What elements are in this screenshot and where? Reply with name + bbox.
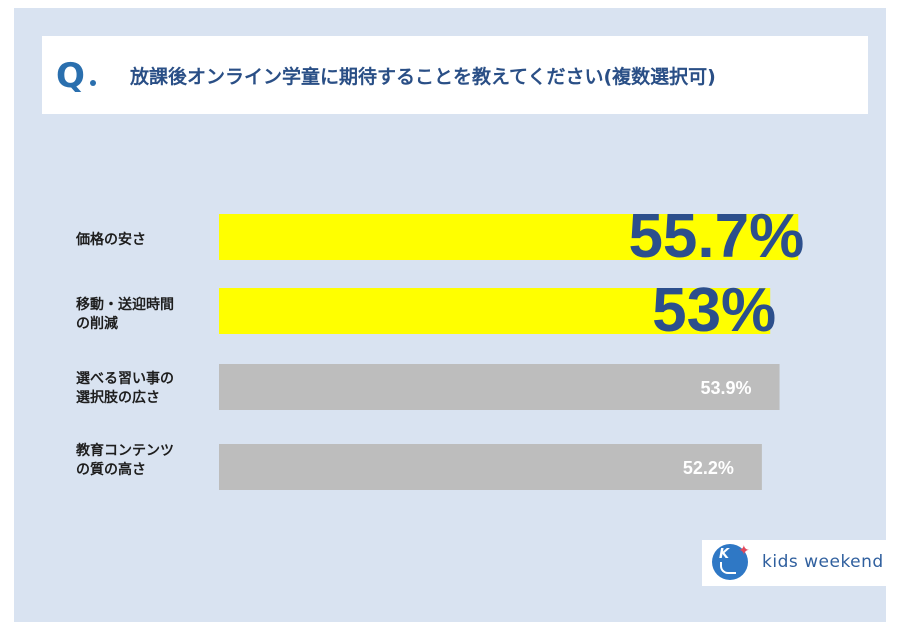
value-label: 53% — [652, 276, 776, 345]
question-text: 放課後オンライン学童に期待することを教えてください(複数選択可) — [130, 66, 716, 88]
bar — [219, 288, 771, 334]
kids-weekend-logo-icon: K — [712, 544, 748, 580]
kids-weekend-logo: K ✦ kids weekend — [702, 540, 886, 586]
bar — [219, 364, 780, 410]
q-dot-icon — [90, 80, 96, 86]
logo-text: kids weekend — [762, 552, 884, 572]
value-label: 52.2% — [683, 458, 734, 478]
value-label: 53.9% — [701, 378, 752, 398]
bar — [219, 214, 799, 260]
value-label: 55.7% — [628, 202, 804, 271]
category-label: 選べる習い事の 選択肢の広さ — [76, 371, 174, 406]
category-label: 価格の安さ — [76, 232, 146, 248]
category-label: 移動・送迎時間 の削減 — [76, 297, 174, 332]
question-box: Q 放課後オンライン学童に期待することを教えてください(複数選択可) — [42, 36, 868, 114]
star-icon: ✦ — [738, 543, 750, 559]
category-label: 教育コンテンツ の質の高さ — [76, 443, 174, 478]
q-mark: Q — [56, 56, 86, 96]
bar — [219, 444, 762, 490]
